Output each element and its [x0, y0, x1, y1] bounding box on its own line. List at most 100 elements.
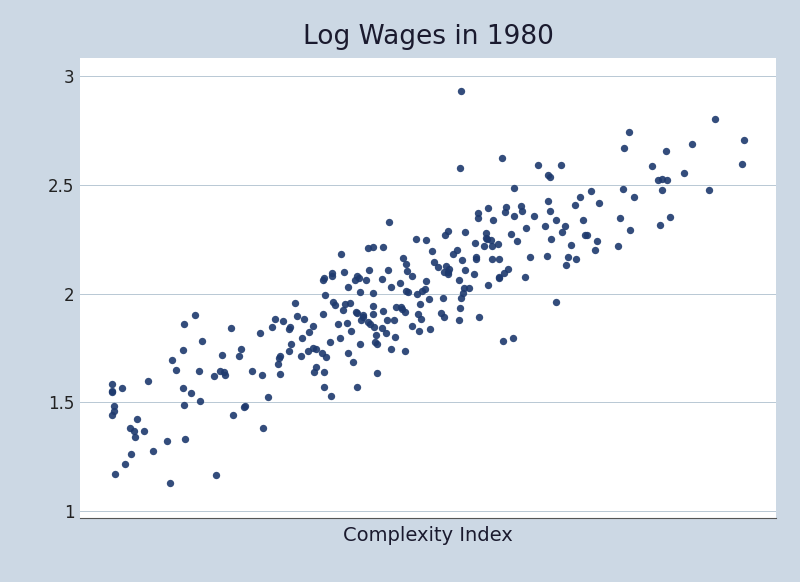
Point	[612, 242, 625, 251]
Point	[385, 283, 398, 292]
Point	[592, 198, 605, 208]
Point	[410, 290, 423, 299]
Point	[531, 160, 544, 169]
Point	[344, 298, 357, 307]
Point	[337, 306, 350, 315]
Point	[498, 207, 511, 217]
Point	[480, 233, 493, 243]
Point	[399, 260, 412, 269]
Point	[686, 139, 698, 148]
Point	[344, 327, 357, 336]
Point	[364, 319, 377, 328]
Point	[376, 324, 389, 333]
Point	[310, 363, 322, 372]
Point	[177, 345, 190, 354]
Point	[564, 240, 577, 250]
Point	[577, 216, 590, 225]
Point	[544, 173, 557, 182]
Point	[106, 388, 118, 397]
Point	[527, 211, 540, 221]
Point	[318, 368, 330, 377]
Point	[514, 201, 527, 211]
Point	[296, 333, 309, 343]
Point	[659, 146, 672, 155]
Point	[138, 426, 150, 435]
Point	[226, 410, 239, 420]
Point	[179, 434, 192, 443]
Point	[310, 345, 322, 354]
Point	[338, 300, 351, 309]
Point	[439, 230, 452, 240]
Point	[456, 289, 469, 298]
Point	[486, 242, 498, 251]
Point	[342, 282, 354, 292]
Point	[303, 328, 316, 337]
Point	[357, 310, 370, 320]
Point	[166, 355, 178, 364]
Point	[453, 315, 466, 324]
Point	[382, 218, 395, 227]
Point	[519, 223, 532, 233]
Point	[542, 171, 554, 180]
Point	[107, 407, 120, 416]
Point	[568, 201, 581, 210]
Point	[589, 246, 602, 255]
Point	[123, 424, 136, 433]
Point	[570, 255, 582, 264]
Point	[176, 383, 189, 392]
Point	[492, 272, 505, 282]
Point	[410, 235, 422, 244]
Point	[327, 297, 340, 306]
Point	[354, 316, 367, 325]
Point	[555, 160, 568, 169]
Point	[506, 333, 519, 342]
Point	[451, 245, 464, 254]
X-axis label: Complexity Index: Complexity Index	[343, 526, 513, 545]
Point	[335, 250, 348, 259]
Point	[468, 269, 481, 278]
Point	[627, 193, 640, 202]
Point	[396, 304, 409, 314]
Point	[470, 254, 482, 264]
Point	[562, 252, 574, 261]
Point	[266, 322, 278, 331]
Point	[708, 115, 721, 124]
Point	[108, 402, 121, 411]
Point	[284, 322, 297, 332]
Point	[622, 127, 635, 137]
Point	[189, 310, 202, 320]
Point	[218, 370, 231, 379]
Point	[545, 235, 558, 244]
Point	[434, 308, 447, 317]
Point	[193, 367, 206, 376]
Point	[357, 313, 370, 322]
Point	[331, 320, 344, 329]
Point	[432, 262, 445, 272]
Point	[498, 268, 510, 278]
Point	[294, 352, 307, 361]
Point	[208, 371, 221, 380]
Point	[214, 366, 226, 375]
Point	[518, 272, 531, 282]
Point	[406, 271, 418, 281]
Point	[428, 257, 441, 267]
Point	[560, 261, 573, 270]
Point	[656, 174, 669, 183]
Point	[491, 239, 504, 249]
Point	[499, 203, 512, 212]
Point	[363, 265, 376, 275]
Point	[472, 213, 485, 222]
Point	[484, 236, 497, 245]
Point	[370, 330, 383, 339]
Point	[362, 317, 374, 327]
Point	[574, 192, 586, 201]
Point	[652, 176, 665, 185]
Point	[273, 353, 286, 363]
Point	[459, 265, 472, 275]
Point	[411, 310, 424, 319]
Point	[479, 229, 492, 238]
Point	[346, 357, 359, 367]
Point	[458, 228, 471, 237]
Point	[366, 301, 379, 310]
Point	[129, 432, 142, 442]
